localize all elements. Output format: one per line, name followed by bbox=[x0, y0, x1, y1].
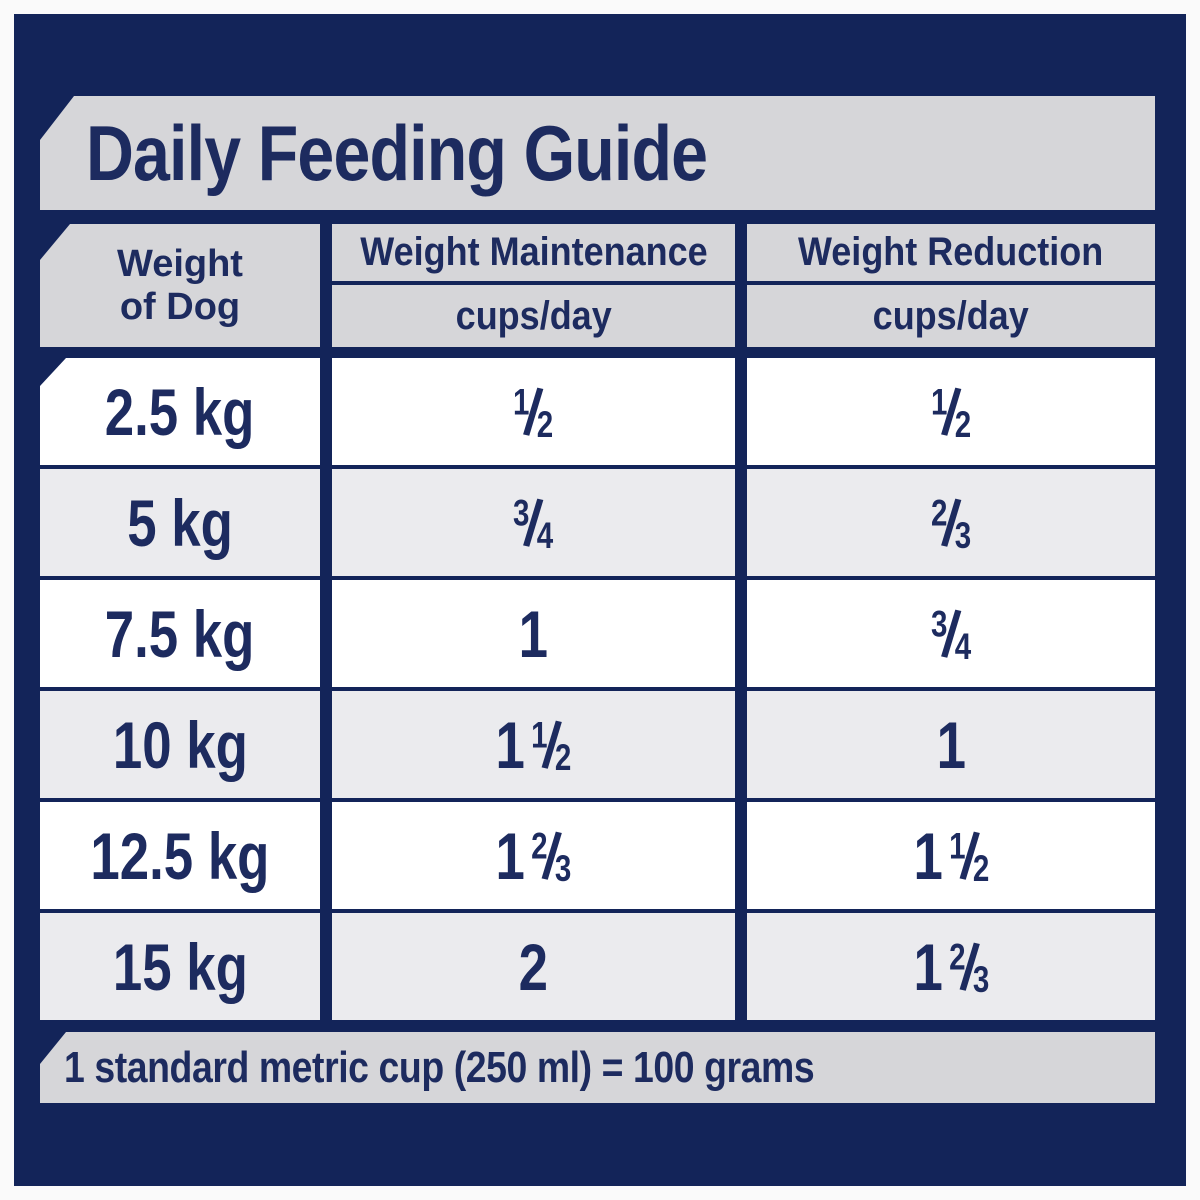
fraction: 1/2 bbox=[513, 373, 554, 450]
column-header-weight: Weight of Dog bbox=[40, 224, 320, 347]
whole-number: 1 bbox=[495, 707, 525, 782]
maintenance-cell: 1 bbox=[332, 580, 735, 687]
table-row: 5 kg 3/4 2/3 bbox=[40, 469, 1155, 576]
fraction: 2/3 bbox=[930, 484, 972, 561]
reduction-cell: 1 bbox=[747, 691, 1155, 798]
fraction: 1/2 bbox=[930, 373, 972, 450]
whole-number: 2 bbox=[518, 929, 549, 1004]
reduction-cell: 1/2 bbox=[747, 358, 1155, 465]
page-title: Daily Feeding Guide bbox=[86, 108, 708, 197]
fraction: 1/2 bbox=[531, 706, 572, 783]
weight-cell: 7.5 kg bbox=[40, 580, 320, 687]
whole-number: 1 bbox=[913, 929, 943, 1004]
fraction: 1/2 bbox=[948, 817, 989, 894]
maintenance-cell: 1/2 bbox=[332, 358, 735, 465]
feeding-table-body: 2.5 kg 1/2 1/2 5 kg 3/4 2/3 7.5 kg 1 3/4… bbox=[40, 358, 1155, 1020]
reduction-cell: 2/3 bbox=[747, 469, 1155, 576]
column-header-reduction: Weight Reduction cups/day bbox=[747, 224, 1155, 347]
maintenance-cell: 1 2/3 bbox=[332, 802, 735, 909]
whole-number: 1 bbox=[495, 818, 525, 893]
fraction: 3/4 bbox=[930, 595, 972, 672]
table-header: Weight of Dog Weight Maintenance cups/da… bbox=[40, 224, 1155, 347]
weight-cell: 10 kg bbox=[40, 691, 320, 798]
table-row: 15 kg 2 1 2/3 bbox=[40, 913, 1155, 1020]
table-row: 2.5 kg 1/2 1/2 bbox=[40, 358, 1155, 465]
reduction-cell: 1 2/3 bbox=[747, 913, 1155, 1020]
weight-cell: 15 kg bbox=[40, 913, 320, 1020]
weight-cell: 5 kg bbox=[40, 469, 320, 576]
fraction: 2/3 bbox=[948, 928, 989, 1005]
column-header-reduction-unit: cups/day bbox=[747, 285, 1155, 347]
column-header-maintenance-title: Weight Maintenance bbox=[332, 224, 735, 281]
feeding-guide-panel: Daily Feeding Guide Weight of Dog Weight… bbox=[14, 14, 1186, 1186]
footnote-text: 1 standard metric cup (250 ml) = 100 gra… bbox=[64, 1042, 815, 1092]
footnote-banner: 1 standard metric cup (250 ml) = 100 gra… bbox=[40, 1032, 1155, 1103]
maintenance-cell: 1 1/2 bbox=[332, 691, 735, 798]
fraction: 3/4 bbox=[513, 484, 554, 561]
whole-number: 1 bbox=[913, 818, 943, 893]
column-header-maintenance: Weight Maintenance cups/day bbox=[332, 224, 735, 347]
fraction: 2/3 bbox=[531, 817, 572, 894]
reduction-cell: 1 1/2 bbox=[747, 802, 1155, 909]
weight-cell: 2.5 kg bbox=[40, 358, 320, 465]
maintenance-cell: 2 bbox=[332, 913, 735, 1020]
whole-number: 1 bbox=[936, 707, 966, 782]
reduction-cell: 3/4 bbox=[747, 580, 1155, 687]
column-header-maintenance-unit: cups/day bbox=[332, 285, 735, 347]
title-banner: Daily Feeding Guide bbox=[40, 96, 1155, 210]
table-row: 12.5 kg 1 2/3 1 1/2 bbox=[40, 802, 1155, 909]
maintenance-cell: 3/4 bbox=[332, 469, 735, 576]
column-header-weight-label: Weight of Dog bbox=[117, 242, 243, 328]
table-row: 10 kg 1 1/2 1 bbox=[40, 691, 1155, 798]
column-header-reduction-title: Weight Reduction bbox=[747, 224, 1155, 281]
table-row: 7.5 kg 1 3/4 bbox=[40, 580, 1155, 687]
whole-number: 1 bbox=[518, 596, 549, 671]
weight-cell: 12.5 kg bbox=[40, 802, 320, 909]
